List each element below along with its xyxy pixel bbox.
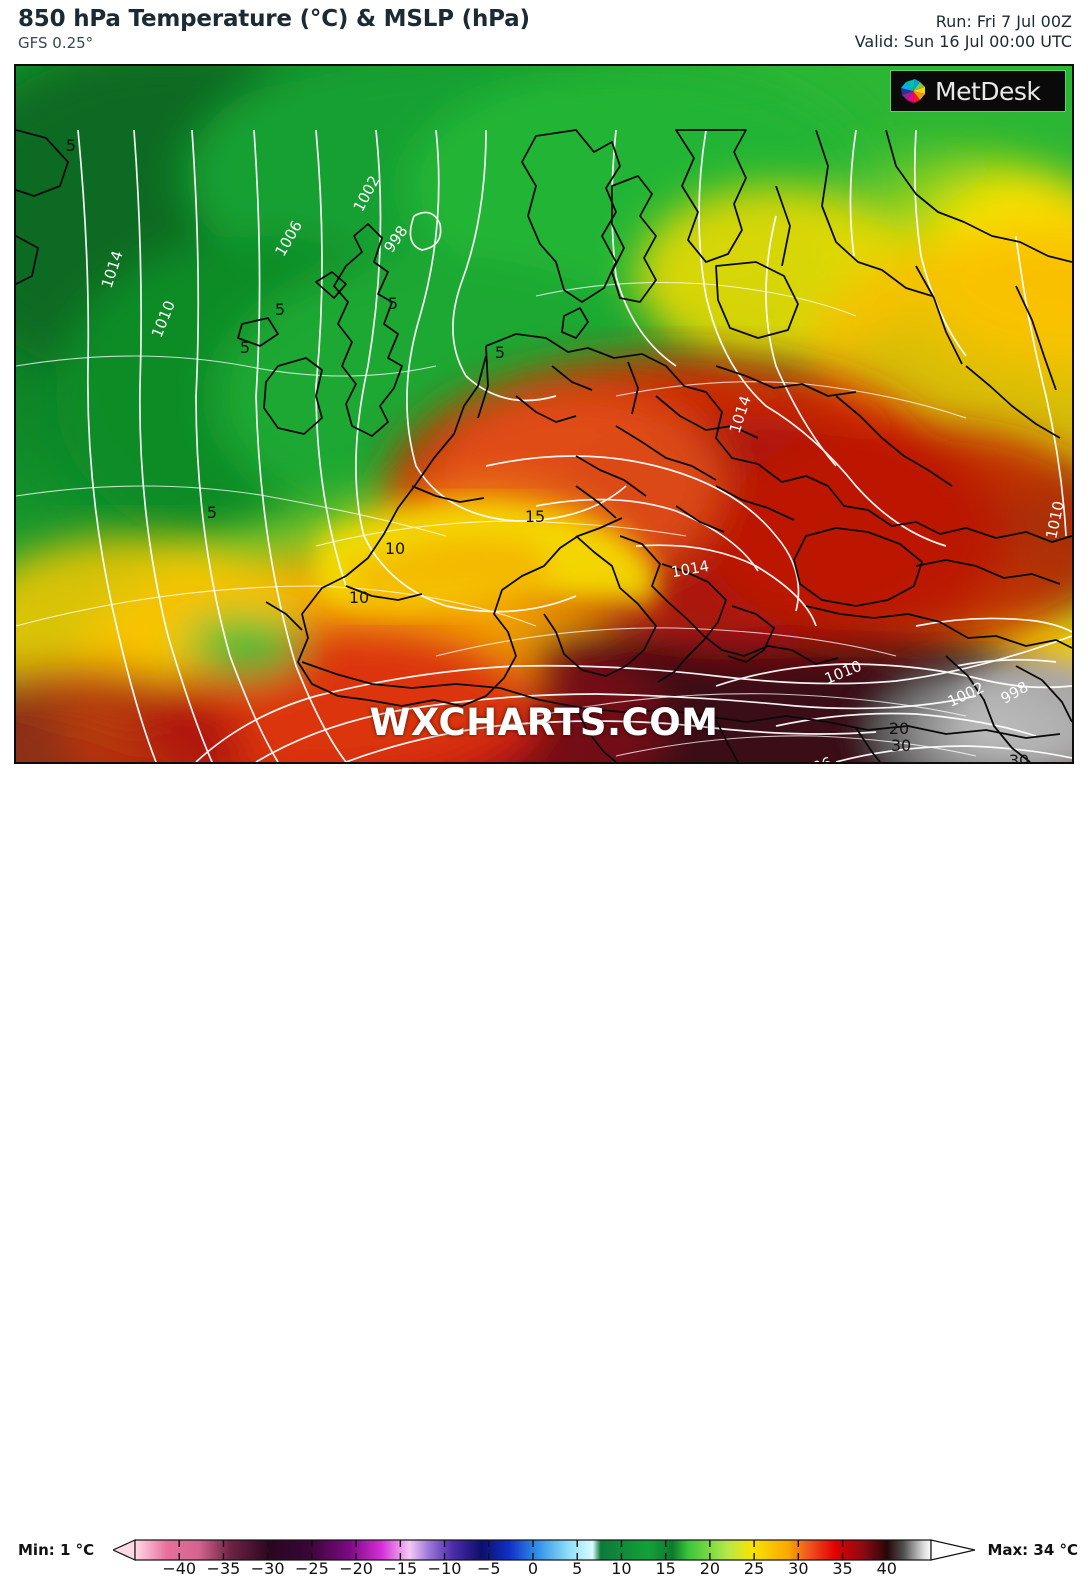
colorbar-tick-5: 5 [572,1559,583,1578]
colorbar-tick--15: −15 [383,1559,418,1578]
pinwheel-icon [901,79,925,103]
model-subtitle: GFS 0.25° [18,34,94,52]
colorbar-tick-20: 20 [699,1559,721,1578]
colorbar-legend: Min: 1 °C Max: 34 °C −40 −35 −30 −25 −20 −15−… [0,766,1088,1578]
colorbar-tick-labels: −40 −35 −30 −25 −20 −15 −10 −5 0 5 10 15 20 25 30 35 40 [113,1559,975,1583]
temperature-label: 5 [66,136,76,155]
colorbar-tick--35: −35 [206,1559,241,1578]
run-info-block: Run: Fri 7 Jul 00Z Valid: Sun 16 Jul 00:… [855,12,1072,52]
colorbar-tick-15: 15 [655,1559,676,1578]
title-block: 850 hPa Temperature (°C) & MSLP (hPa) GF… [18,6,530,53]
colorbar-tick-30: 30 [788,1559,809,1578]
temperature-label: 30 [1009,751,1029,762]
temperature-label: 5 [207,503,217,522]
temperature-contours [16,281,977,757]
metdesk-wordmark: MetDesk [935,76,1041,106]
colorbar-tick--20: −20 [339,1559,373,1578]
temperature-label: 5 [388,294,398,313]
temperature-label: 20 [889,719,909,738]
temperature-label: 10 [349,588,369,607]
colorbar-tick-35: 35 [832,1559,853,1578]
page-title: 850 hPa Temperature (°C) & MSLP (hPa) [18,6,530,32]
max-value-label: Max: 34 °C [987,1541,1078,1559]
run-timestamp: Run: Fri 7 Jul 00Z [935,12,1072,31]
colorbar-tick-10: 10 [611,1559,632,1578]
metdesk-logo[interactable]: MetDesk [890,70,1066,112]
temperature-label: 5 [275,300,285,319]
colorbar-tick-25: 25 [743,1559,765,1578]
colorbar-tick--25: −25 [294,1559,329,1578]
colorbar-tick--10: −10 [427,1559,462,1578]
temperature-label: 10 [385,539,405,558]
temperature-label: 5 [495,343,505,362]
colorbar-tick-0: 0 [527,1559,539,1578]
temperature-label: 30 [891,736,911,755]
temperature-label-layer: 55555510151020253030 [66,136,1029,762]
weather-map[interactable]: 1002 1006 998 1014 1010 1014 1014 1010 1010 1002 9… [14,64,1074,764]
min-value-label: Min: 1 °C [18,1541,95,1559]
header-bar: 850 hPa Temperature (°C) & MSLP (hPa) GF… [0,0,1088,64]
temperature-label: 5 [240,338,250,357]
wxcharts-watermark: WXCHARTS.COM [369,701,719,744]
valid-timestamp: Valid: Sun 16 Jul 00:00 UTC [854,32,1072,51]
colorbar-tick--5: −5 [476,1559,501,1578]
temperature-label: 15 [525,507,545,526]
colorbar-tick--40: −40 [162,1559,197,1578]
coastlines-borders [16,129,1072,762]
colorbar-tick--30: −30 [250,1559,285,1578]
colorbar-tick-40: 40 [876,1559,897,1578]
